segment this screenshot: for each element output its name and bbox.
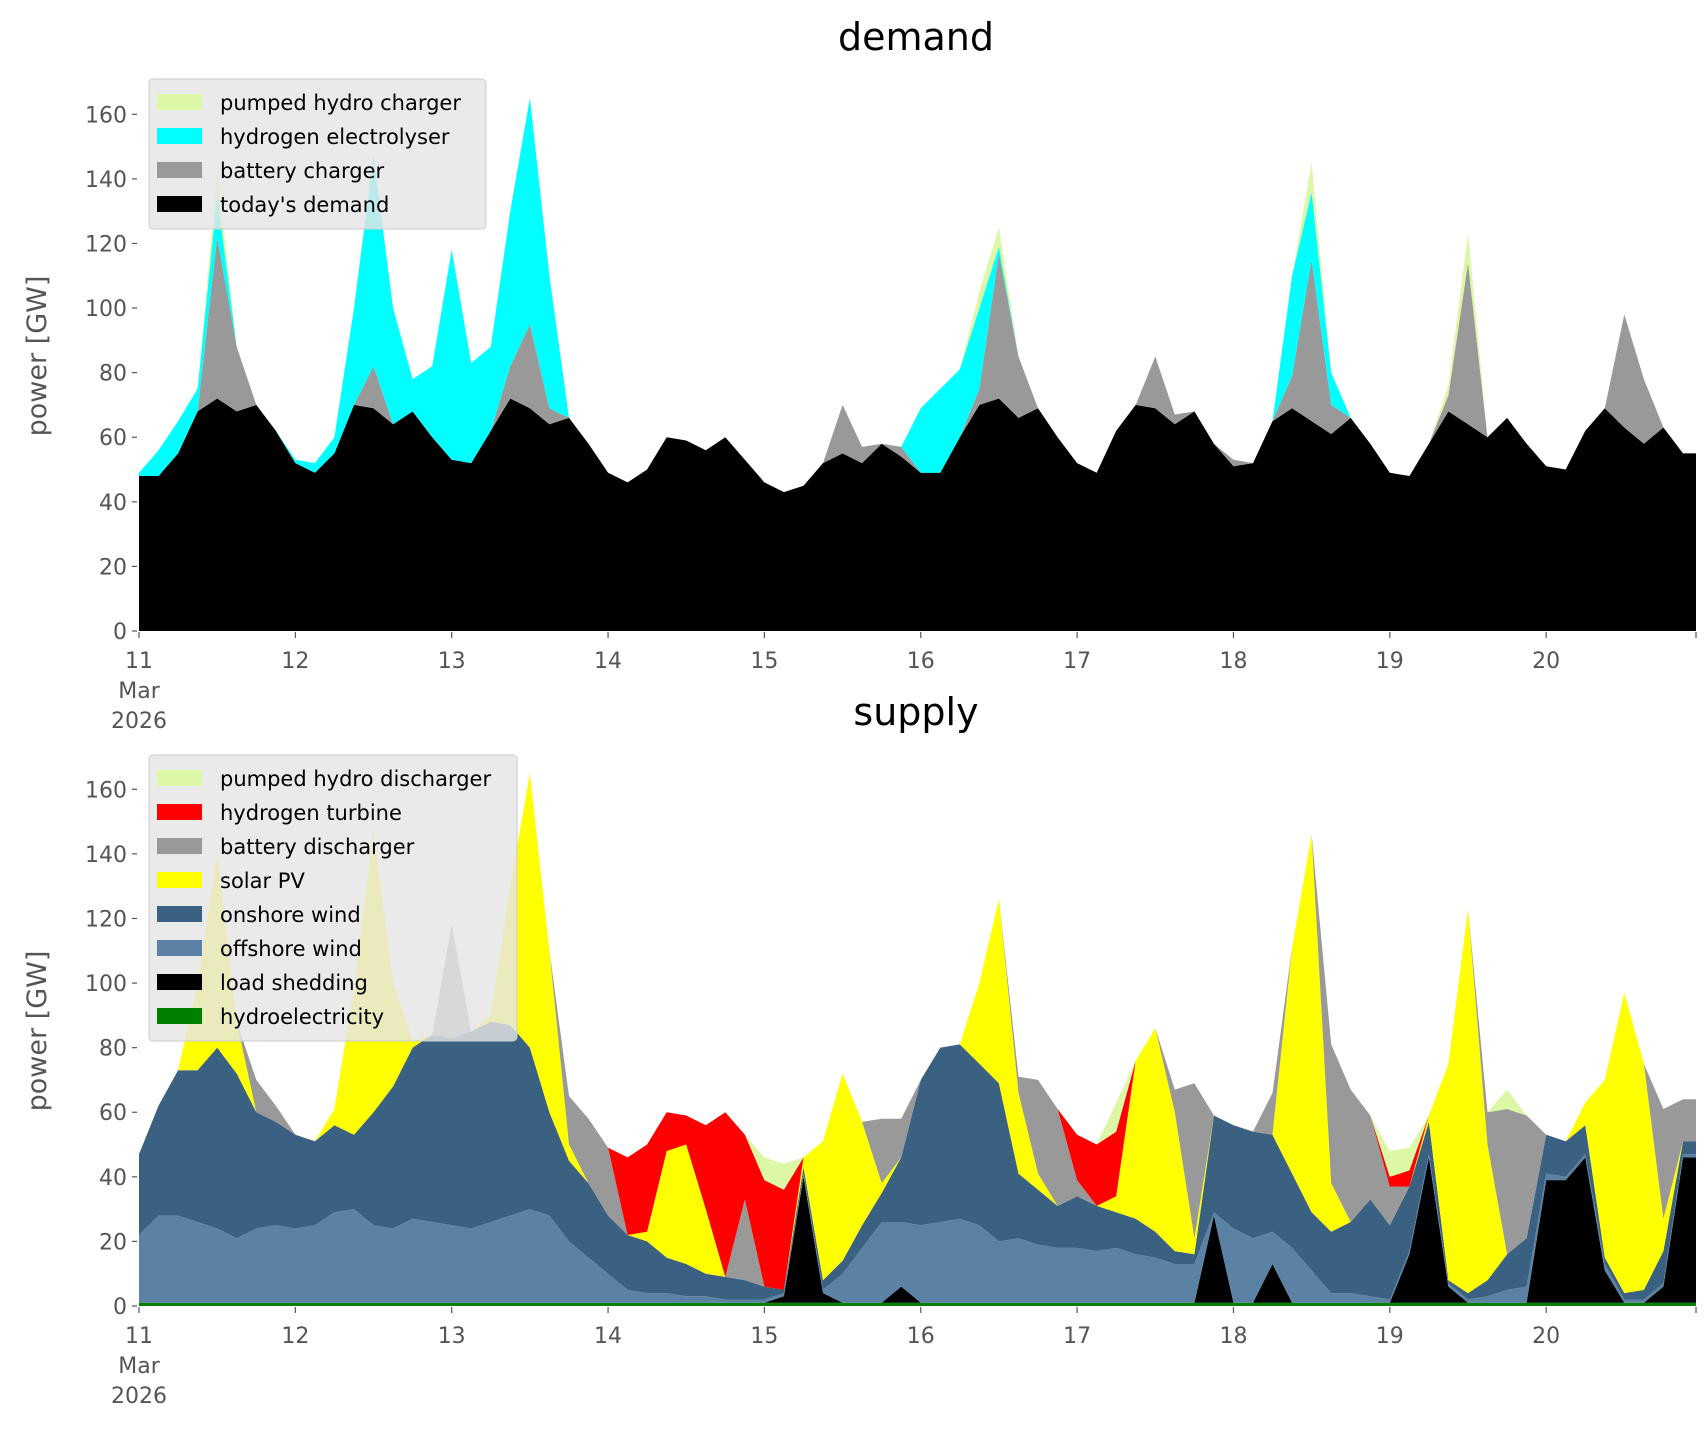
chart-title: demand <box>838 15 994 59</box>
x-tick-label: 12 <box>281 1324 309 1349</box>
legend-label: hydrogen turbine <box>220 801 402 825</box>
supply-chart: 0 20 40 60 80 100 120 140 160 11 Mar 2026 12 13 14 15 16… <box>22 690 1697 1409</box>
legend-label: pumped hydro discharger <box>220 767 491 791</box>
y-tick-label: 120 <box>85 232 127 257</box>
y-tick-label: 60 <box>99 426 127 451</box>
legend-swatch <box>157 974 202 990</box>
y-tick-label: 40 <box>99 1166 127 1191</box>
area-solar-pv <box>139 773 1696 1294</box>
legend-swatch <box>157 770 202 786</box>
x-tick-label: 11 Mar 2026 <box>111 649 167 734</box>
area-hydroelectricity <box>139 1302 1696 1306</box>
x-tick-label: 17 <box>1063 649 1091 674</box>
y-axis-label: power [GW] <box>22 951 53 1112</box>
y-tick-label: 100 <box>85 297 127 322</box>
area-battery-charger <box>139 237 1696 493</box>
y-tick-label: 20 <box>99 555 127 580</box>
y-tick-label: 80 <box>99 1037 127 1062</box>
legend-label: today's demand <box>220 193 389 217</box>
legend: pumped hydro discharger hydrogen turbine b… <box>148 754 518 1042</box>
y-tick-label: 140 <box>85 168 127 193</box>
y-tick-label: 40 <box>99 491 127 516</box>
legend-label: onshore wind <box>220 903 361 927</box>
x-tick-label: 13 <box>438 649 466 674</box>
legend-swatch <box>157 872 202 888</box>
area-load-shedding <box>139 1157 1696 1303</box>
legend-swatch <box>157 196 202 212</box>
legend-swatch <box>157 94 202 110</box>
legend-label: pumped hydro charger <box>220 91 461 115</box>
area-offshore-wind <box>139 1154 1696 1303</box>
x-tick-label: 20 <box>1532 1324 1560 1349</box>
x-tick-label: 20 <box>1532 649 1560 674</box>
legend-swatch <box>157 906 202 922</box>
x-tick-label: 17 <box>1063 1324 1091 1349</box>
x-tick-label: 19 <box>1376 649 1404 674</box>
y-tick-label: 20 <box>99 1230 127 1255</box>
chart-title: supply <box>853 690 978 734</box>
legend-label: load shedding <box>220 971 368 995</box>
area-today-s-demand <box>139 398 1696 631</box>
legend: pumped hydro charger hydrogen electrolyse… <box>148 78 487 230</box>
x-tick-label: 15 <box>750 649 778 674</box>
y-tick-label: 0 <box>113 620 127 645</box>
y-tick-label: 160 <box>85 103 127 128</box>
x-tick-label: 18 <box>1219 649 1247 674</box>
x-tick-label: 16 <box>907 1324 935 1349</box>
legend-label: hydrogen electrolyser <box>220 125 450 149</box>
legend-box <box>148 754 518 1042</box>
demand-chart: 0 20 40 60 80 100 120 140 160 11 Mar 2026 12 13 14 15 16… <box>22 15 1697 734</box>
y-tick-label: 160 <box>85 778 127 803</box>
y-tick-label: 0 <box>113 1295 127 1320</box>
area-onshore-wind <box>139 1021 1696 1300</box>
legend-swatch <box>157 128 202 144</box>
legend-label: battery discharger <box>220 835 415 859</box>
x-tick-label: 19 <box>1376 1324 1404 1349</box>
y-tick-label: 100 <box>85 972 127 997</box>
legend-swatch <box>157 804 202 820</box>
legend-label: hydroelectricity <box>220 1005 384 1029</box>
legend-swatch <box>157 1008 202 1024</box>
legend-label: offshore wind <box>220 937 362 961</box>
x-tick-label: 11 Mar 2026 <box>111 1324 167 1409</box>
y-tick-label: 60 <box>99 1101 127 1126</box>
x-tick-label: 14 <box>594 649 622 674</box>
y-tick-label: 120 <box>85 907 127 932</box>
y-tick-label: 80 <box>99 362 127 387</box>
x-tick-label: 16 <box>907 649 935 674</box>
legend-swatch <box>157 838 202 854</box>
y-tick-label: 140 <box>85 843 127 868</box>
x-tick-label: 18 <box>1219 1324 1247 1349</box>
legend-swatch <box>157 162 202 178</box>
x-tick-label: 13 <box>438 1324 466 1349</box>
x-tick-label: 15 <box>750 1324 778 1349</box>
area-hydrogen-electrolyser <box>139 98 1696 493</box>
legend-label: battery charger <box>220 159 385 183</box>
y-axis-label: power [GW] <box>22 276 53 437</box>
x-tick-label: 14 <box>594 1324 622 1349</box>
legend-box <box>148 78 487 230</box>
area-pumped-hydro-charger <box>139 98 1696 493</box>
legend-label: solar PV <box>220 869 305 893</box>
legend-swatch <box>157 940 202 956</box>
x-tick-label: 12 <box>281 649 309 674</box>
